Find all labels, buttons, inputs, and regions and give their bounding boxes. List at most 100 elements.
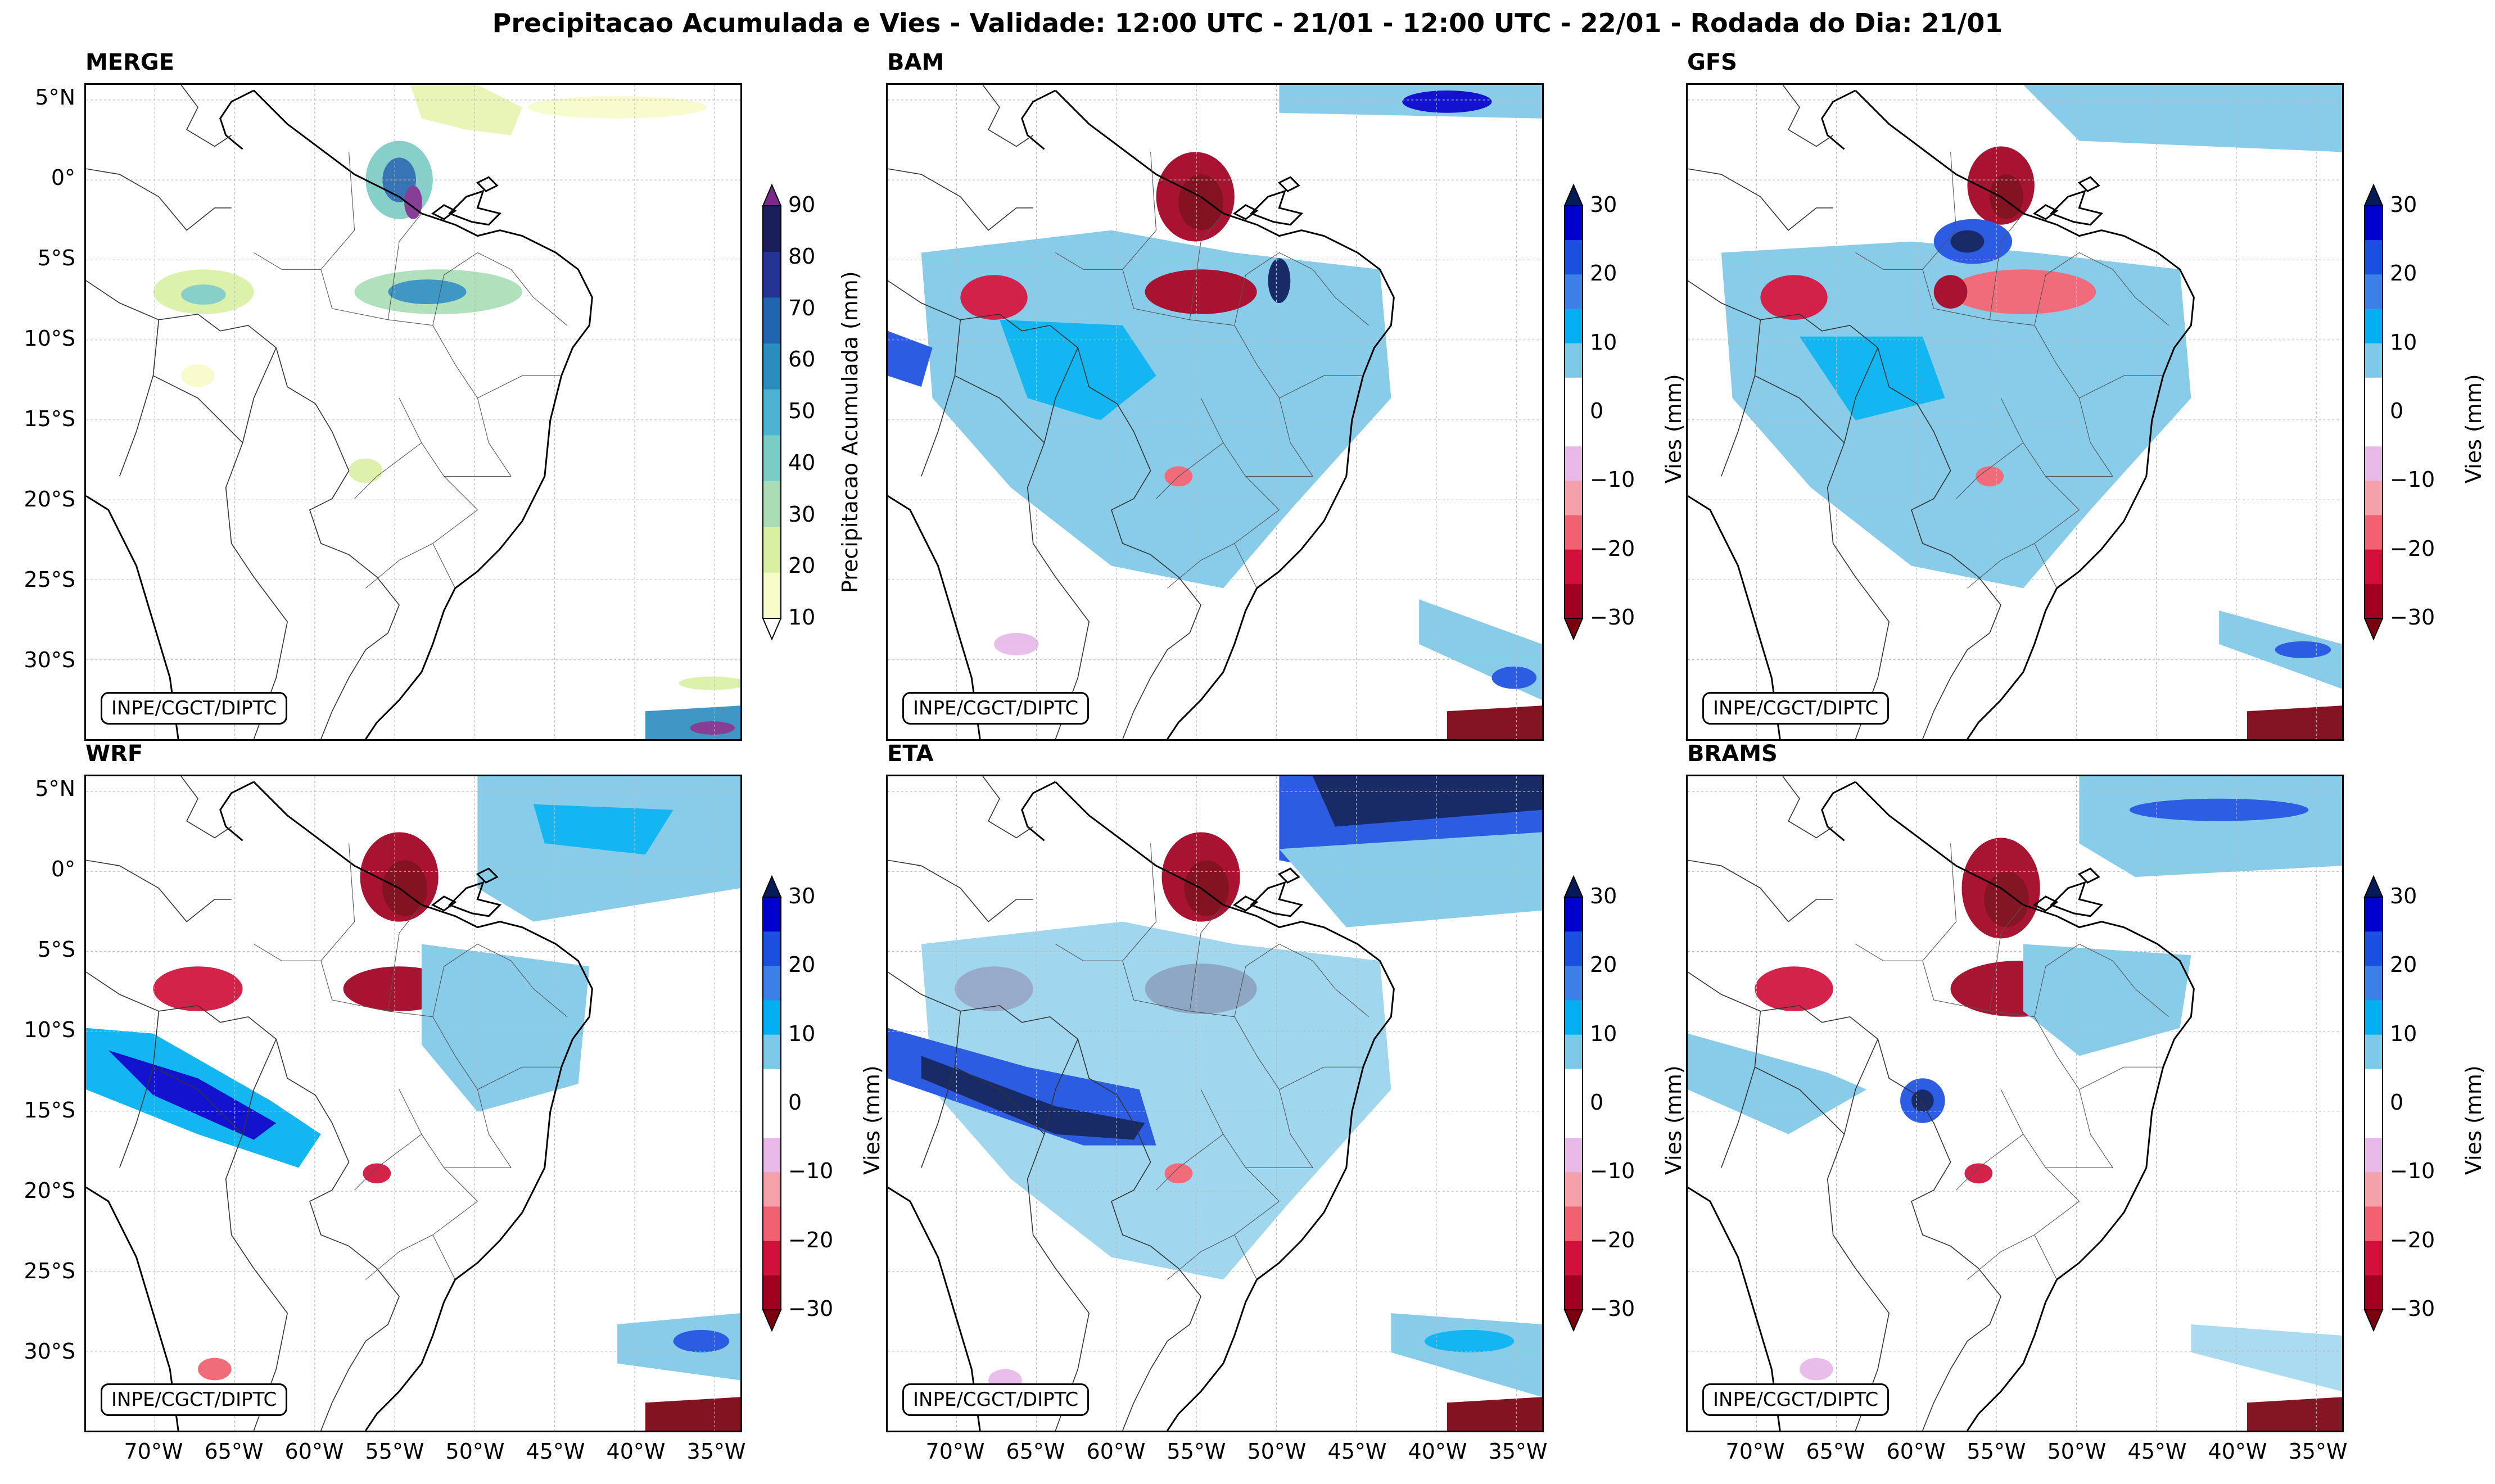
colorbar-tick-label: −10 — [2390, 1159, 2435, 1184]
colorbar-tick-label: 40 — [788, 450, 816, 475]
colorbar-tick-label: −10 — [2390, 467, 2435, 492]
lat-tick-label: 15°S — [24, 406, 75, 431]
bias-colorbar-label: Vies (mm) — [2461, 1065, 2486, 1175]
lon-tick-label: 50°W — [1247, 1439, 1307, 1464]
colorbar-tick-label: 30 — [2390, 192, 2417, 217]
colorbar-tick-label: 0 — [1590, 1090, 1604, 1115]
lon-tick-label: 60°W — [1086, 1439, 1146, 1464]
colorbar-tick-label: 50 — [788, 399, 816, 423]
precip-map — [86, 85, 740, 739]
map-panel-wrf: INPE/CGCT/DIPTC — [84, 775, 742, 1432]
bias-colorbar-label: Vies (mm) — [860, 1065, 884, 1175]
lat-tick-label: 10°S — [24, 326, 75, 351]
colorbar-tick-label: 0 — [2390, 1090, 2404, 1115]
lon-tick-label: 60°W — [284, 1439, 344, 1464]
colorbar-tick-label: −30 — [1590, 605, 1635, 630]
lat-tick-label: 5°S — [37, 246, 75, 270]
lon-tick-label: 55°W — [1967, 1439, 2026, 1464]
bias-colorbar-bam — [1563, 183, 1584, 641]
colorbar-tick-label: 10 — [788, 605, 816, 630]
credit-label: INPE/CGCT/DIPTC — [101, 1383, 288, 1416]
precip-colorbar — [762, 183, 782, 641]
colorbar-tick-label: 20 — [2390, 261, 2417, 286]
colorbar-tick-label: 90 — [788, 192, 816, 217]
colorbar-tick-label: 0 — [2390, 399, 2404, 423]
credit-label: INPE/CGCT/DIPTC — [1702, 1383, 1890, 1416]
colorbar-tick-label: −10 — [1590, 1159, 1635, 1184]
colorbar-tick-label: 30 — [1590, 192, 1617, 217]
colorbar-tick-label: −10 — [1590, 467, 1635, 492]
colorbar-tick-label: 0 — [788, 1090, 802, 1115]
lat-tick-label: 20°S — [24, 1178, 75, 1203]
lon-tick-label: 70°W — [925, 1439, 985, 1464]
lon-tick-label: 60°W — [1886, 1439, 1946, 1464]
colorbar-tick-label: −20 — [1590, 1227, 1635, 1252]
lon-tick-label: 50°W — [445, 1439, 505, 1464]
colorbar-tick-label: 30 — [788, 501, 816, 527]
colorbar-tick-label: −10 — [788, 1159, 834, 1184]
map-panel-merge: INPE/CGCT/DIPTC — [84, 83, 742, 741]
lat-tick-label: 25°S — [24, 1259, 75, 1283]
lon-tick-label: 40°W — [606, 1439, 666, 1464]
lon-tick-label: 55°W — [365, 1439, 424, 1464]
map-panel-brams: INPE/CGCT/DIPTC — [1686, 775, 2344, 1432]
lat-tick-label: 5°S — [37, 937, 75, 962]
bias-colorbar-label: Vies (mm) — [1661, 1065, 1686, 1175]
colorbar-tick-label: 10 — [1590, 1021, 1617, 1046]
colorbar-tick-label: 80 — [788, 243, 816, 269]
colorbar-tick-label: 30 — [788, 884, 816, 908]
lon-tick-label: 40°W — [2208, 1439, 2267, 1464]
lon-tick-label: 35°W — [1488, 1439, 1548, 1464]
lat-tick-label: 0° — [51, 165, 75, 190]
bias-colorbar-label: Vies (mm) — [1661, 374, 1686, 483]
bias-map — [1688, 776, 2342, 1431]
lat-tick-label: 10°S — [24, 1017, 75, 1042]
lat-tick-label: 30°S — [24, 648, 75, 672]
lat-tick-label: 0° — [51, 857, 75, 881]
colorbar-tick-label: 30 — [2390, 884, 2417, 908]
colorbar-tick-label: 30 — [1590, 884, 1617, 908]
lon-tick-label: 65°W — [1006, 1439, 1065, 1464]
credit-label: INPE/CGCT/DIPTC — [902, 692, 1090, 725]
lon-tick-label: 45°W — [526, 1439, 585, 1464]
colorbar-tick-label: −20 — [2390, 1227, 2435, 1252]
colorbar-tick-label: 70 — [788, 295, 816, 320]
bias-map — [888, 776, 1542, 1431]
colorbar-tick-label: −30 — [1590, 1296, 1635, 1321]
colorbar-tick-label: −20 — [788, 1227, 834, 1252]
lon-tick-label: 65°W — [1806, 1439, 1865, 1464]
lon-tick-label: 70°W — [124, 1439, 183, 1464]
lat-tick-label: 15°S — [24, 1098, 75, 1123]
lon-tick-label: 45°W — [1327, 1439, 1387, 1464]
bias-colorbar-brams — [2363, 875, 2384, 1332]
lat-tick-label: 30°S — [24, 1339, 75, 1364]
bias-colorbar-wrf — [762, 875, 782, 1332]
credit-label: INPE/CGCT/DIPTC — [1702, 692, 1890, 725]
colorbar-tick-label: 60 — [788, 347, 816, 372]
bias-colorbar-eta — [1563, 875, 1584, 1332]
figure-title: Precipitacao Acumulada e Vies - Validade… — [492, 8, 2003, 38]
precip-colorbar-label: Precipitacao Acumulada (mm) — [838, 271, 862, 593]
colorbar-tick-label: −20 — [2390, 536, 2435, 561]
bias-colorbar-label: Vies (mm) — [2461, 374, 2486, 483]
lon-tick-label: 70°W — [1725, 1439, 1785, 1464]
panel-title-wrf: WRF — [85, 741, 143, 767]
colorbar-tick-label: −20 — [1590, 536, 1635, 561]
lat-tick-label: 5°N — [35, 85, 75, 110]
colorbar-tick-label: 10 — [2390, 1021, 2417, 1046]
lon-tick-label: 35°W — [686, 1439, 746, 1464]
panel-title-bam: BAM — [887, 49, 944, 75]
credit-label: INPE/CGCT/DIPTC — [902, 1383, 1090, 1416]
bias-colorbar-gfs — [2363, 183, 2384, 641]
colorbar-tick-label: 20 — [1590, 261, 1617, 286]
colorbar-tick-label: −30 — [2390, 1296, 2435, 1321]
bias-map — [1688, 85, 2342, 739]
lon-tick-label: 50°W — [2047, 1439, 2107, 1464]
colorbar-tick-label: −30 — [788, 1296, 834, 1321]
colorbar-tick-label: 20 — [1590, 952, 1617, 978]
colorbar-tick-label: −30 — [2390, 605, 2435, 630]
map-panel-bam: INPE/CGCT/DIPTC — [886, 83, 1544, 741]
panel-title-merge: MERGE — [85, 49, 175, 75]
lon-tick-label: 35°W — [2288, 1439, 2348, 1464]
lat-tick-label: 5°N — [35, 776, 75, 801]
